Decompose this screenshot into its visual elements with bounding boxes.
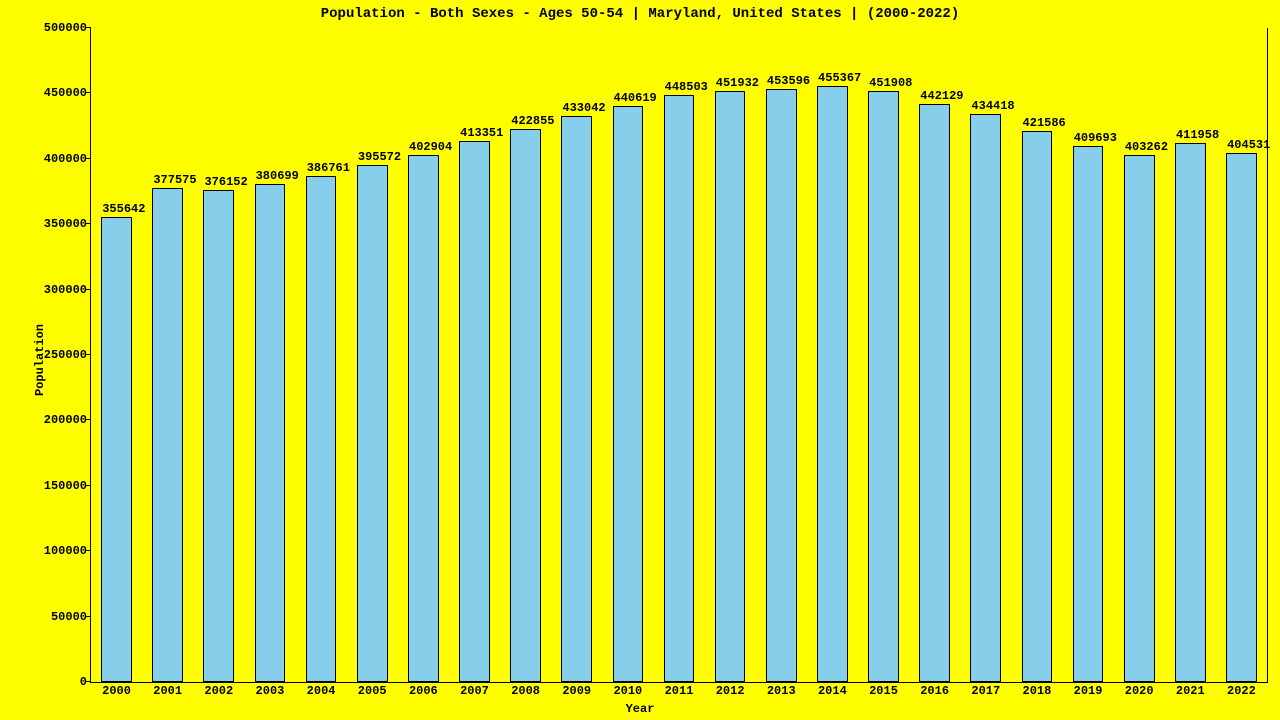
bar: 448503 bbox=[664, 95, 695, 682]
x-tick-label: 2007 bbox=[460, 682, 489, 698]
y-tick-label: 100000 bbox=[44, 544, 91, 558]
x-tick-label: 2012 bbox=[716, 682, 745, 698]
x-tick-label: 2006 bbox=[409, 682, 438, 698]
bar-value-label: 440619 bbox=[614, 91, 643, 105]
y-tick-label: 150000 bbox=[44, 479, 91, 493]
bar: 377575 bbox=[152, 188, 183, 682]
bar: 451908 bbox=[868, 91, 899, 682]
bar-value-label: 411958 bbox=[1176, 128, 1205, 142]
bar-value-label: 442129 bbox=[920, 89, 949, 103]
x-tick-label: 2003 bbox=[256, 682, 285, 698]
y-tick-label: 300000 bbox=[44, 283, 91, 297]
x-tick-label: 2000 bbox=[102, 682, 131, 698]
bar-value-label: 377575 bbox=[153, 173, 182, 187]
y-tick-label: 0 bbox=[80, 675, 91, 689]
bar-value-label: 380699 bbox=[256, 169, 285, 183]
x-tick-label: 2010 bbox=[613, 682, 642, 698]
y-tick-mark bbox=[86, 27, 91, 28]
bar-value-label: 453596 bbox=[767, 74, 796, 88]
bar-value-label: 451908 bbox=[869, 76, 898, 90]
y-tick-label: 500000 bbox=[44, 21, 91, 35]
y-tick-mark bbox=[86, 289, 91, 290]
bar-value-label: 395572 bbox=[358, 150, 387, 164]
chart-container: Population - Both Sexes - Ages 50-54 | M… bbox=[0, 0, 1280, 720]
x-tick-label: 2015 bbox=[869, 682, 898, 698]
bar: 440619 bbox=[613, 106, 644, 682]
bar: 442129 bbox=[919, 104, 950, 682]
y-tick-mark bbox=[86, 223, 91, 224]
y-tick-label: 450000 bbox=[44, 86, 91, 100]
bar: 380699 bbox=[255, 184, 286, 682]
bar: 402904 bbox=[408, 155, 439, 682]
x-tick-label: 2016 bbox=[920, 682, 949, 698]
x-tick-label: 2008 bbox=[511, 682, 540, 698]
y-tick-mark bbox=[86, 354, 91, 355]
chart-title: Population - Both Sexes - Ages 50-54 | M… bbox=[0, 6, 1280, 22]
y-tick-label: 400000 bbox=[44, 152, 91, 166]
bar: 376152 bbox=[203, 190, 234, 682]
bar-value-label: 402904 bbox=[409, 140, 438, 154]
y-tick-mark bbox=[86, 158, 91, 159]
bar: 411958 bbox=[1175, 143, 1206, 682]
bar-value-label: 386761 bbox=[307, 161, 336, 175]
bar: 403262 bbox=[1124, 155, 1155, 682]
bar-value-label: 403262 bbox=[1125, 140, 1154, 154]
x-tick-label: 2019 bbox=[1074, 682, 1103, 698]
y-tick-mark bbox=[86, 681, 91, 682]
y-tick-mark bbox=[86, 616, 91, 617]
y-tick-label: 200000 bbox=[44, 413, 91, 427]
bar: 453596 bbox=[766, 89, 797, 682]
bar-value-label: 421586 bbox=[1023, 116, 1052, 130]
x-tick-label: 2022 bbox=[1227, 682, 1256, 698]
bar-value-label: 413351 bbox=[460, 126, 489, 140]
bar-value-label: 376152 bbox=[204, 175, 233, 189]
bar: 395572 bbox=[357, 165, 388, 682]
x-axis-label: Year bbox=[0, 702, 1280, 716]
bar: 355642 bbox=[101, 217, 132, 682]
x-tick-label: 2020 bbox=[1125, 682, 1154, 698]
bar: 422855 bbox=[510, 129, 541, 682]
x-tick-label: 2014 bbox=[818, 682, 847, 698]
x-tick-label: 2004 bbox=[307, 682, 336, 698]
bar-value-label: 455367 bbox=[818, 71, 847, 85]
bar: 433042 bbox=[561, 116, 592, 682]
plot-area: 355642 377575 376152 380699 386761 395572 4029… bbox=[90, 28, 1268, 683]
bar: 421586 bbox=[1022, 131, 1053, 682]
bar-value-label: 404531 bbox=[1227, 138, 1256, 152]
y-tick-label: 350000 bbox=[44, 217, 91, 231]
bar: 451932 bbox=[715, 91, 746, 682]
x-tick-label: 2001 bbox=[153, 682, 182, 698]
bar: 404531 bbox=[1226, 153, 1257, 682]
bar-value-label: 409693 bbox=[1074, 131, 1103, 145]
x-tick-label: 2017 bbox=[971, 682, 1000, 698]
x-tick-label: 2002 bbox=[204, 682, 233, 698]
x-tick-label: 2011 bbox=[665, 682, 694, 698]
bar: 386761 bbox=[306, 176, 337, 682]
bar-value-label: 434418 bbox=[971, 99, 1000, 113]
x-tick-label: 2021 bbox=[1176, 682, 1205, 698]
y-tick-mark bbox=[86, 550, 91, 551]
x-tick-label: 2005 bbox=[358, 682, 387, 698]
bar: 409693 bbox=[1073, 146, 1104, 682]
bar-value-label: 422855 bbox=[511, 114, 540, 128]
y-tick-mark bbox=[86, 485, 91, 486]
x-tick-label: 2018 bbox=[1023, 682, 1052, 698]
bar-value-label: 433042 bbox=[562, 101, 591, 115]
bar: 455367 bbox=[817, 86, 848, 682]
bar-value-label: 448503 bbox=[665, 80, 694, 94]
y-tick-label: 50000 bbox=[51, 610, 91, 624]
bar-value-label: 355642 bbox=[102, 202, 131, 216]
x-tick-label: 2009 bbox=[562, 682, 591, 698]
bar-value-label: 451932 bbox=[716, 76, 745, 90]
bar: 434418 bbox=[970, 114, 1001, 682]
x-tick-label: 2013 bbox=[767, 682, 796, 698]
bars-container: 355642 377575 376152 380699 386761 395572 4029… bbox=[91, 28, 1267, 682]
y-tick-mark bbox=[86, 419, 91, 420]
y-tick-mark bbox=[86, 92, 91, 93]
bar: 413351 bbox=[459, 141, 490, 682]
y-tick-label: 250000 bbox=[44, 348, 91, 362]
